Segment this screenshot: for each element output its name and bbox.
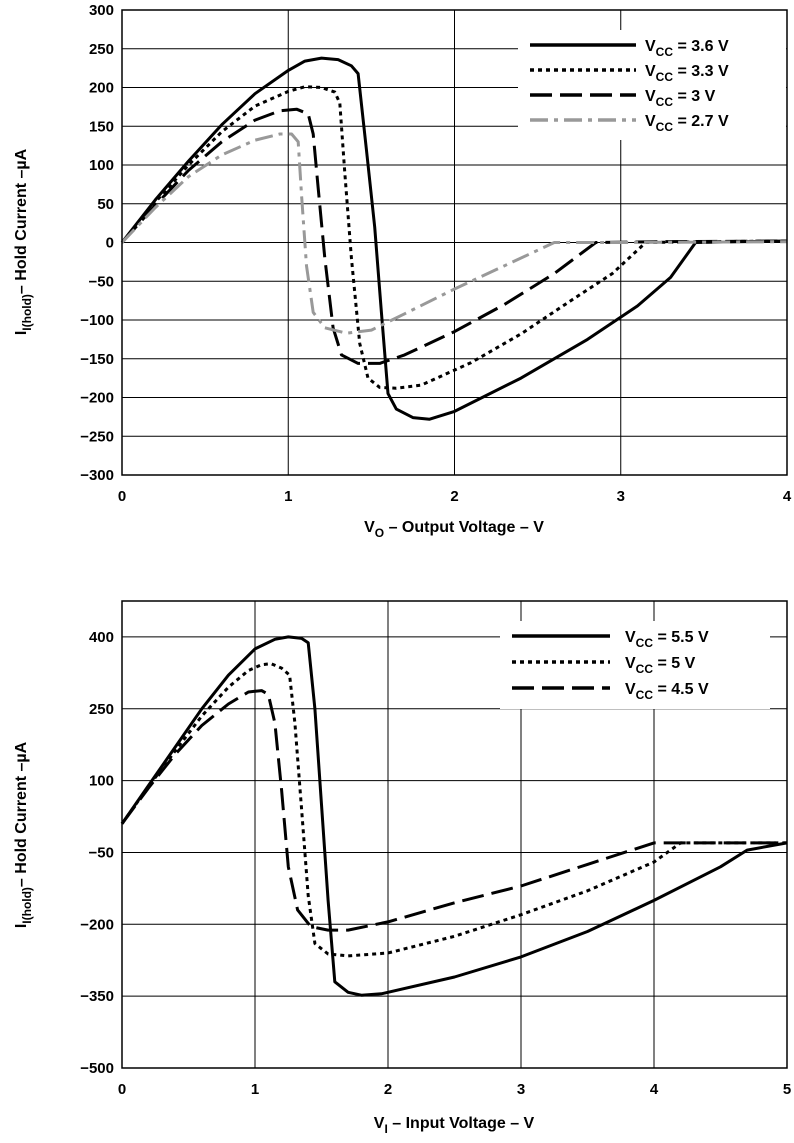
series-line-3 [120, 107, 788, 365]
x-tick-label: 1 [284, 488, 292, 505]
chart-2-plot-frame [121, 600, 788, 1069]
chart-1: VCC = 3.6 V VCC = 3.3 V VCC = 3 V VCC = 2.7… [13, 2, 792, 540]
x-tick-label: 3 [617, 488, 625, 505]
chart-1-legend: VCC = 3.6 V VCC = 3.3 V VCC = 3 V VCC = 2.7… [518, 30, 786, 140]
series-line-2 [120, 85, 788, 390]
legend-background [518, 30, 786, 140]
y-tick-label: −200 [80, 916, 114, 933]
y-tick-label: 200 [89, 80, 114, 97]
y-tick-label: 50 [97, 196, 114, 213]
y-tick-label: 250 [89, 701, 114, 718]
chart-2-x-tick-labels: 0 1 2 3 4 5 [118, 1081, 791, 1098]
chart-1-plot-frame [121, 9, 788, 476]
x-tick-label: 5 [783, 1081, 791, 1098]
y-tick-label: 300 [89, 2, 114, 19]
chart-2-y-axis-label: II(hold)– Hold Current –µA [13, 741, 34, 928]
x-tick-label: 1 [251, 1081, 259, 1098]
legend-label-3: VCC = 4.5 V [625, 681, 709, 702]
y-tick-label: −500 [80, 1060, 114, 1077]
y-tick-label: −50 [89, 273, 114, 290]
y-tick-label: 100 [89, 773, 114, 790]
chart-2-x-axis-label: VI – Input Voltage – V [374, 1115, 535, 1136]
y-tick-label: 100 [89, 157, 114, 174]
series-line-3 [120, 689, 787, 932]
y-tick-label: 250 [89, 41, 114, 58]
x-tick-label: 4 [783, 488, 792, 505]
y-tick-label: −200 [80, 390, 114, 407]
y-tick-label: −300 [80, 467, 114, 484]
chart-1-x-tick-labels: 0 1 2 3 4 [118, 488, 792, 505]
legend-label-2: VCC = 5 V [625, 655, 696, 676]
legend-label-2: VCC = 3.3 V [645, 63, 729, 84]
y-tick-label: −350 [80, 988, 114, 1005]
chart-1-series [120, 56, 788, 421]
legend-label-3: VCC = 3 V [645, 88, 716, 109]
chart-2-legend: VCC = 5.5 V VCC = 5 V VCC = 4.5 V [500, 621, 770, 709]
legend-label-1: VCC = 5.5 V [625, 629, 709, 650]
y-tick-label: 400 [89, 629, 114, 646]
y-tick-label: −150 [80, 351, 114, 368]
series-line-4 [120, 132, 788, 335]
series-line-1 [120, 56, 788, 421]
y-tick-label: −250 [80, 428, 114, 445]
x-tick-label: 0 [118, 488, 126, 505]
y-tick-label: 0 [106, 235, 114, 252]
chart-2-y-tick-labels: 400 250 100 −50 −200 −350 −500 [80, 629, 114, 1077]
x-tick-label: 3 [517, 1081, 525, 1098]
legend-label-1: VCC = 3.6 V [645, 38, 729, 59]
chart-1-y-tick-labels: 300 250 200 150 100 50 0 −50 −100 −150 −200 −250 −30… [80, 2, 114, 484]
chart-1-y-axis-label: II(hold)– Hold Current –µA [13, 148, 34, 335]
series-line-2 [120, 662, 787, 958]
y-tick-label: −50 [89, 844, 114, 861]
y-tick-label: −100 [80, 312, 114, 329]
chart-2-series [120, 635, 788, 997]
x-tick-label: 2 [384, 1081, 392, 1098]
chart-1-x-axis-label: VO – Output Voltage – V [364, 519, 544, 540]
y-tick-label: 150 [89, 118, 114, 135]
x-tick-label: 0 [118, 1081, 126, 1098]
x-tick-label: 4 [650, 1081, 659, 1098]
series-line-1 [120, 635, 788, 997]
x-tick-label: 2 [450, 488, 458, 505]
legend-label-4: VCC = 2.7 V [645, 113, 729, 134]
